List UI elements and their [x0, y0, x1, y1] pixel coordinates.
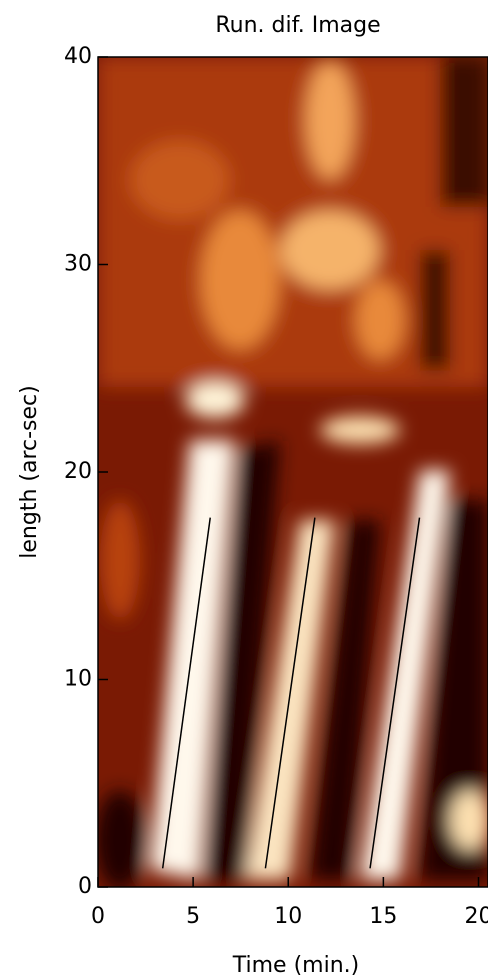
- y-axis-label: length (arc-sec): [17, 385, 42, 558]
- chart-title: Run. dif. Image: [215, 13, 380, 38]
- x-tick-label: 10: [274, 904, 302, 929]
- fit-line: [264, 517, 316, 869]
- y-tick-label: 20: [64, 459, 92, 484]
- fit-line: [161, 517, 211, 869]
- x-tick-label: 15: [369, 904, 397, 929]
- x-tick-label: 20: [464, 904, 488, 929]
- y-tick-label: 30: [64, 252, 92, 277]
- fit-line: [369, 517, 421, 869]
- y-tick-label: 40: [64, 44, 92, 69]
- x-tick-label: 5: [186, 904, 200, 929]
- x-tick-label: 0: [91, 904, 105, 929]
- heatmap: [98, 57, 488, 887]
- y-tick-label: 0: [78, 874, 92, 899]
- y-tick-label: 10: [64, 667, 92, 692]
- x-axis-label: Time (min.): [232, 953, 359, 978]
